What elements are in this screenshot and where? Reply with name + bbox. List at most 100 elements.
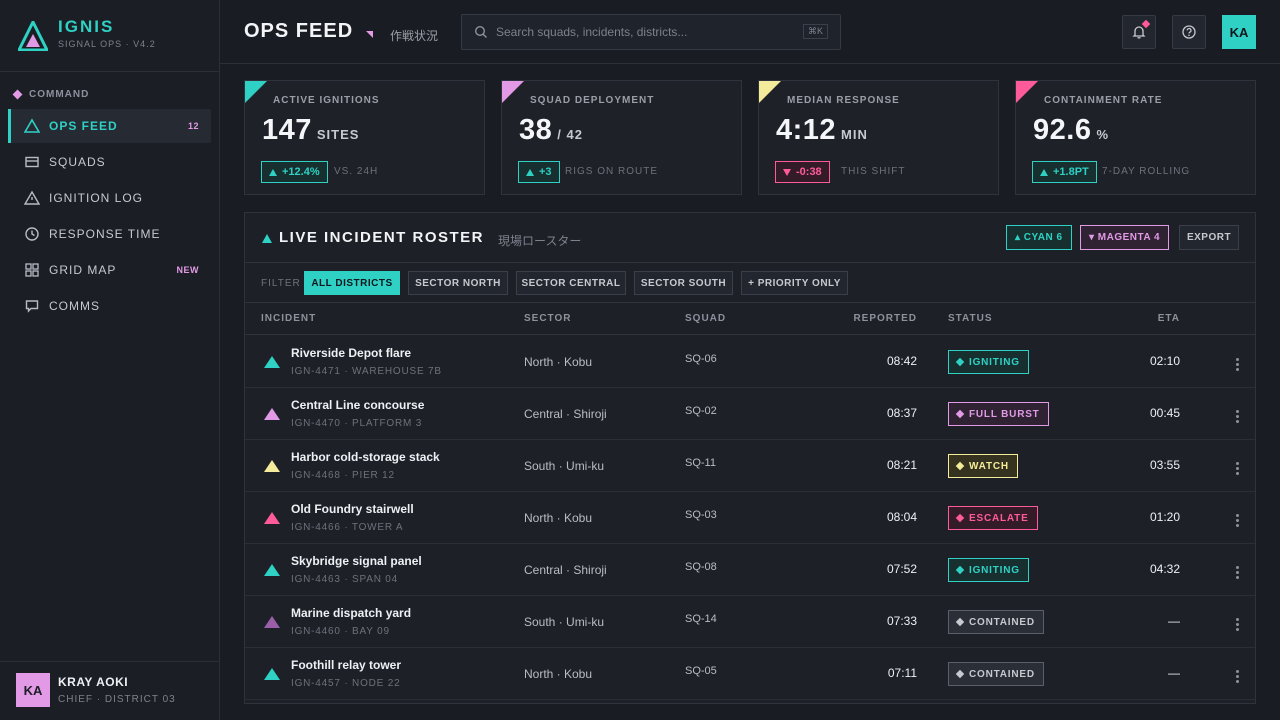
- more-options-icon[interactable]: [1229, 354, 1245, 374]
- kpi-note: THIS SHIFT: [841, 166, 906, 177]
- column-header-reported[interactable]: REPORTED: [853, 313, 917, 324]
- avatar[interactable]: KA: [1222, 15, 1256, 49]
- status-label: WATCH: [969, 460, 1009, 472]
- incident-marker-icon: [264, 564, 280, 576]
- table-row[interactable]: Riverside Depot flare IGN-4471 · WAREHOUS…: [245, 336, 1255, 388]
- kpi-accent: [502, 81, 524, 103]
- incident-name[interactable]: Riverside Depot flare: [291, 346, 412, 360]
- sidebar-item-label: IGNITION LOG: [49, 191, 144, 205]
- filter-sector-south[interactable]: SECTOR SOUTH: [634, 271, 733, 295]
- filter-priority-only[interactable]: + PRIORITY ONLY: [741, 271, 848, 295]
- incident-marker-icon: [264, 668, 280, 680]
- incident-reported-time: 07:11: [887, 666, 917, 680]
- ignis-logo-icon: [18, 21, 48, 51]
- table-row[interactable]: Foothill relay tower IGN-4457 · NODE 22 No…: [245, 648, 1255, 700]
- user-name: KRAY AOKI: [58, 675, 129, 689]
- incident-id: IGN-4463 · SPAN 04: [291, 574, 399, 585]
- incident-id: IGN-4460 · BAY 09: [291, 626, 390, 637]
- sidebar-item-ops-feed[interactable]: OPS FEED 12: [8, 109, 211, 143]
- more-options-icon[interactable]: [1229, 406, 1245, 426]
- more-options-icon[interactable]: [1229, 614, 1245, 634]
- arrow-up-icon: [526, 168, 534, 176]
- column-header-incident[interactable]: INCIDENT: [261, 313, 317, 324]
- more-options-icon[interactable]: [1229, 666, 1245, 686]
- diamond-icon: [955, 461, 965, 471]
- brand[interactable]: IGNIS SIGNAL OPS · V4.2: [18, 18, 156, 58]
- user-profile[interactable]: KA KRAY AOKI CHIEF · DISTRICT 03: [16, 673, 176, 707]
- kpi-delta: +3: [518, 161, 560, 183]
- incident-roster-panel: LIVE INCIDENT ROSTER 現場ロースター ▴ CYAN 6 ▾ …: [244, 212, 1256, 704]
- kpi-unit: / 42: [557, 127, 583, 142]
- kpi-value: 38 / 42: [519, 114, 583, 147]
- incident-name[interactable]: Foothill relay tower: [291, 658, 402, 672]
- table-row[interactable]: Central Line concourse IGN-4470 · PLATFOR…: [245, 388, 1255, 440]
- filter-all-districts[interactable]: ALL DISTRICTS: [304, 271, 400, 295]
- incident-name[interactable]: Skybridge signal panel: [291, 554, 422, 568]
- kpi-number: 38: [519, 114, 553, 146]
- column-header-status[interactable]: STATUS: [948, 313, 993, 324]
- arrow-up-icon: [269, 168, 277, 176]
- triangle-icon: [24, 118, 40, 134]
- kpi-label: SQUAD DEPLOYMENT: [530, 95, 655, 106]
- notifications-button[interactable]: [1122, 15, 1156, 49]
- panel-subtitle: 現場ロースター: [498, 234, 582, 248]
- filter-label: FILTER: [261, 278, 301, 289]
- sidebar-item-label: OPS FEED: [49, 119, 118, 133]
- more-options-icon[interactable]: [1229, 510, 1245, 530]
- column-header-squad[interactable]: SQUAD: [685, 313, 727, 324]
- incident-marker-icon: [264, 356, 280, 368]
- kpi-number: 4:12: [776, 114, 837, 146]
- kpi-value: 147 SITES: [262, 114, 359, 147]
- bell-icon: [1132, 26, 1146, 39]
- status-label: ESCALATE: [969, 512, 1029, 524]
- incident-sector: North · Kobu: [524, 511, 593, 525]
- incident-sector: Central · Shiroji: [524, 563, 607, 577]
- cyan-count-chip[interactable]: ▴ CYAN 6: [1006, 225, 1072, 250]
- incident-squad: SQ-08: [685, 561, 717, 573]
- kpi-delta: -0:38: [775, 161, 830, 183]
- status-badge: CONTAINED: [948, 662, 1044, 686]
- sidebar-item-comms[interactable]: COMMS: [8, 289, 211, 323]
- status-badge: IGNITING: [948, 350, 1029, 374]
- table-row[interactable]: Skybridge signal panel IGN-4463 · SPAN 04…: [245, 544, 1255, 596]
- diamond-icon: [955, 669, 965, 679]
- incident-name[interactable]: Old Foundry stairwell: [291, 502, 414, 516]
- magenta-count-chip[interactable]: ▾ MAGENTA 4: [1080, 225, 1170, 250]
- kpi-unit: MIN: [841, 127, 868, 142]
- sidebar-item-squads[interactable]: SQUADS: [8, 145, 211, 179]
- sidebar-item-response-time[interactable]: RESPONSE TIME: [8, 217, 211, 251]
- incident-name[interactable]: Central Line concourse: [291, 398, 425, 412]
- new-badge: NEW: [176, 265, 199, 275]
- kpi-delta-value: -0:38: [796, 166, 822, 178]
- diamond-icon: [955, 513, 965, 523]
- card-icon: [24, 154, 40, 170]
- page-subtitle: 作戦状況: [390, 29, 439, 43]
- table-row[interactable]: Harbor cold-storage stack IGN-4468 · PIER…: [245, 440, 1255, 492]
- sidebar-item-ignition-log[interactable]: IGNITION LOG: [8, 181, 211, 215]
- sidebar-divider: [0, 71, 219, 72]
- export-button[interactable]: EXPORT: [1179, 225, 1239, 250]
- filter-sector-central[interactable]: SECTOR CENTRAL: [516, 271, 626, 295]
- more-options-icon[interactable]: [1229, 562, 1245, 582]
- sidebar-item-grid-map[interactable]: GRID MAP NEW: [8, 253, 211, 287]
- table-row[interactable]: Marine dispatch yard IGN-4460 · BAY 09 Sou…: [245, 596, 1255, 648]
- kpi-accent: [1016, 81, 1038, 103]
- incident-name[interactable]: Marine dispatch yard: [291, 606, 412, 620]
- incident-name[interactable]: Harbor cold-storage stack: [291, 450, 440, 464]
- status-badge: CONTAINED: [948, 610, 1044, 634]
- column-header-eta[interactable]: ETA: [1157, 313, 1180, 324]
- status-label: IGNITING: [969, 356, 1020, 368]
- table-row[interactable]: Old Foundry stairwell IGN-4466 · TOWER A N…: [245, 492, 1255, 544]
- filter-sector-north[interactable]: SECTOR NORTH: [408, 271, 508, 295]
- search-input[interactable]: Search squads, incidents, districts... ⌘…: [461, 14, 841, 50]
- incident-reported-time: 07:52: [886, 562, 917, 576]
- help-button[interactable]: [1172, 15, 1206, 49]
- kpi-label: ACTIVE IGNITIONS: [273, 95, 380, 106]
- more-options-icon[interactable]: [1229, 458, 1245, 478]
- incident-marker-icon: [264, 616, 280, 628]
- incident-reported-time: 07:33: [886, 614, 917, 628]
- kpi-accent: [759, 81, 781, 103]
- incident-squad: SQ-02: [685, 405, 717, 417]
- incident-id: IGN-4470 · PLATFORM 3: [291, 418, 423, 429]
- column-header-sector[interactable]: SECTOR: [524, 313, 572, 324]
